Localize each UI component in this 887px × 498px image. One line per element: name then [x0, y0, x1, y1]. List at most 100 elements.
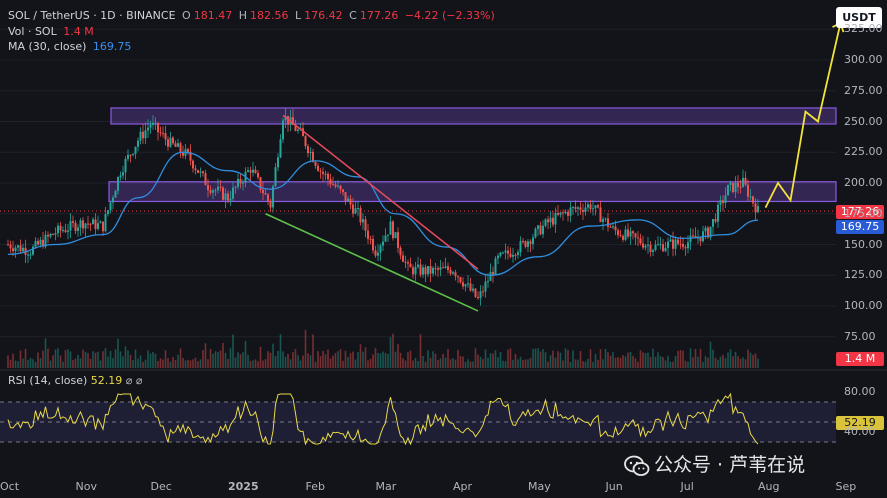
candle-body — [627, 229, 629, 237]
volume-bar — [252, 360, 254, 368]
volume-bar — [297, 355, 299, 368]
volume-bar — [584, 361, 587, 368]
volume-bar — [102, 351, 104, 368]
volume-bar — [12, 353, 14, 368]
volume-bar — [372, 354, 374, 368]
volume-bar — [134, 349, 137, 368]
volume-bar — [37, 352, 39, 368]
candle-body — [212, 190, 214, 193]
volume-bar — [549, 355, 552, 368]
candle-body — [647, 244, 649, 246]
volume-bar — [202, 350, 204, 368]
candle-body — [389, 221, 392, 235]
volume-bar — [517, 359, 519, 368]
candle-body — [9, 244, 12, 249]
volume-bar — [207, 359, 209, 368]
volume-bar — [647, 352, 649, 368]
volume-bar — [349, 353, 352, 368]
volume-bar — [412, 360, 414, 368]
volume-bar — [259, 346, 262, 368]
volume-bar — [459, 355, 462, 368]
candle-body — [452, 272, 454, 274]
candle-body — [707, 227, 709, 238]
candle-body — [642, 243, 644, 248]
volume-bar — [429, 357, 432, 368]
volume-bar — [54, 349, 57, 368]
volume-bar — [279, 334, 282, 368]
candle-body — [584, 207, 587, 212]
candle-body — [129, 154, 132, 156]
volume-bar — [19, 350, 22, 368]
candle-body — [637, 237, 639, 239]
volume-bar — [392, 333, 394, 368]
candle-body — [489, 271, 492, 281]
candle-body — [472, 288, 474, 291]
candle-body — [357, 208, 359, 210]
volume-bar — [699, 348, 702, 368]
candle-body — [144, 130, 147, 139]
candle-body — [579, 207, 582, 211]
candle-body — [419, 264, 422, 275]
candle-body — [282, 120, 284, 140]
candle-body — [687, 242, 689, 249]
volume-bar — [67, 349, 69, 368]
candle-body — [117, 177, 119, 191]
candle-body — [739, 186, 742, 188]
volume-bar — [269, 352, 272, 368]
volume-bar — [172, 357, 174, 368]
candle-body — [347, 198, 349, 202]
time-tick-label: Sep — [835, 480, 857, 493]
candle-body — [497, 255, 499, 259]
candle-body — [634, 233, 637, 238]
volume-bar — [439, 358, 442, 368]
candle-body — [272, 186, 274, 208]
candle-body — [229, 198, 232, 201]
volume-bar — [527, 359, 529, 368]
candle-body — [84, 223, 87, 229]
candle-body — [544, 219, 547, 226]
candle-body — [737, 182, 739, 187]
candle-body — [152, 122, 154, 125]
volume-bar — [267, 351, 269, 368]
volume-bar — [524, 359, 527, 368]
candle-body — [604, 218, 607, 220]
volume-bar — [679, 349, 682, 368]
candle-body — [349, 198, 352, 205]
candle-body — [399, 247, 402, 256]
candle-body — [657, 244, 659, 246]
volume-bar — [707, 357, 709, 368]
volume-bar — [257, 361, 259, 368]
candle-body — [569, 207, 572, 216]
volume-bar — [92, 351, 94, 368]
volume-bar — [684, 360, 687, 368]
close-label: C — [349, 9, 357, 22]
volume-bar — [519, 356, 522, 368]
volume-bar — [402, 358, 404, 368]
volume-bar — [449, 359, 452, 368]
candle-body — [384, 235, 387, 242]
volume-bar — [472, 361, 474, 368]
volume-bar — [237, 352, 239, 368]
volume-bar — [34, 361, 37, 368]
volume-label: Vol · SOL — [8, 25, 57, 38]
candle-body — [607, 218, 609, 227]
volume-bar — [49, 360, 52, 368]
candle-body — [87, 223, 89, 225]
volume-bar — [327, 349, 329, 368]
candle-body — [387, 234, 389, 236]
candle-body — [597, 205, 599, 208]
volume-bar — [552, 350, 554, 368]
volume-bar — [369, 358, 372, 368]
candle-body — [559, 212, 562, 215]
candle-body — [652, 250, 654, 252]
volume-bar — [314, 361, 317, 368]
currency-badge[interactable]: USDT — [836, 7, 882, 28]
candle-body — [542, 225, 544, 235]
volume-bar — [619, 357, 622, 368]
volume-bar — [609, 355, 612, 368]
volume-bar — [322, 350, 324, 368]
candle-body — [82, 220, 84, 229]
volume-bar — [332, 355, 334, 368]
candle-body — [747, 184, 749, 197]
